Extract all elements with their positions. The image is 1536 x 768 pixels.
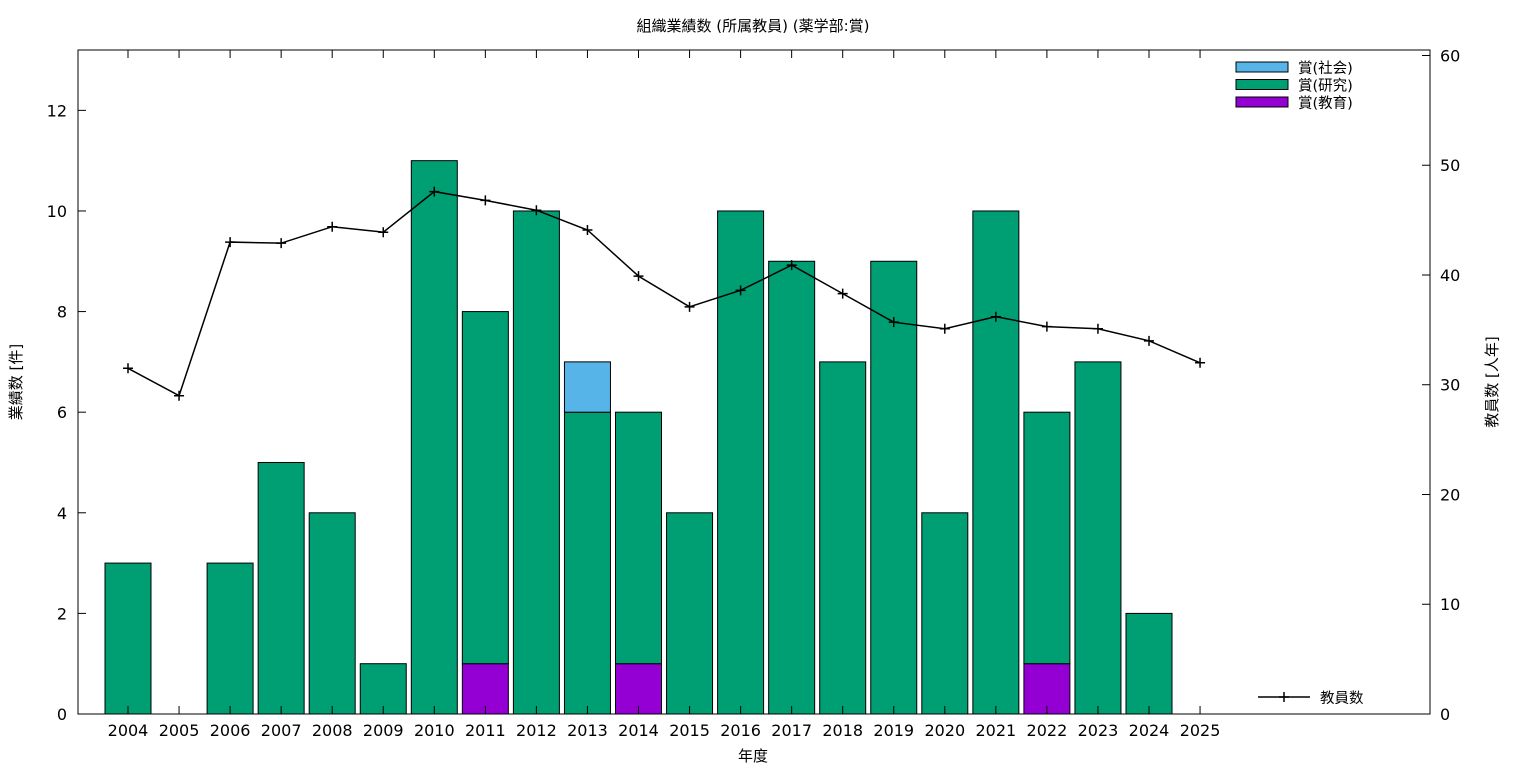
faculty-point-2009 xyxy=(378,227,389,238)
x-tick-label: 2006 xyxy=(210,721,251,740)
legend-label-series1: 賞(研究) xyxy=(1298,78,1353,95)
faculty-point-2011 xyxy=(480,195,491,206)
bar-2004-series1 xyxy=(104,562,152,715)
x-tick-label: 2008 xyxy=(312,721,353,740)
legend-swatch-series2 xyxy=(1235,61,1289,73)
bar-2009-series1 xyxy=(359,663,407,715)
x-axis-label: 年度 xyxy=(738,747,768,765)
axes: 0 2 4 6 8 10 12 0 10 20 30 40 50 60 2004 2005 2006 2007 20… xyxy=(47,46,1461,740)
faculty-point-2005 xyxy=(174,390,185,401)
legend-line-marker xyxy=(1279,692,1289,702)
bar-2013-series2 xyxy=(563,361,611,413)
x-tick-label: 2018 xyxy=(822,721,863,740)
x-tick-label: 2016 xyxy=(720,721,761,740)
x-tick-label: 2005 xyxy=(159,721,200,740)
bar-2021-series1 xyxy=(972,210,1020,715)
faculty-point-2007 xyxy=(276,238,287,249)
faculty-point-2021 xyxy=(990,311,1001,322)
y2-tick-label: 60 xyxy=(1440,46,1460,65)
bar-2008-series1 xyxy=(308,512,356,715)
x-tick-label: 2013 xyxy=(567,721,608,740)
bar-2017-series1 xyxy=(768,260,816,715)
y-tick-label: 8 xyxy=(57,303,67,322)
x-tick-label: 2011 xyxy=(465,721,506,740)
y2-tick-label: 50 xyxy=(1440,156,1460,175)
faculty-point-2013 xyxy=(582,224,593,235)
x-tick-label: 2019 xyxy=(873,721,914,740)
bar-2011-series0 xyxy=(461,663,509,715)
y2-tick-label: 40 xyxy=(1440,266,1460,285)
faculty-point-2012 xyxy=(531,205,542,216)
legend-label-series0: 賞(教育) xyxy=(1298,95,1353,112)
y-axis-label: 業績数 [件] xyxy=(7,344,25,420)
x-tick-label: 2023 xyxy=(1078,721,1119,740)
faculty-point-2019 xyxy=(888,317,899,328)
legend-swatch-series1 xyxy=(1235,79,1289,90)
bar-2007-series1 xyxy=(257,461,305,715)
y2-tick-label: 0 xyxy=(1440,705,1450,724)
plot-frame xyxy=(77,49,1431,715)
x-tick-label: 2007 xyxy=(261,721,302,740)
y-tick-label: 6 xyxy=(57,403,67,422)
x-tick-label: 2024 xyxy=(1129,721,1170,740)
faculty-point-2024 xyxy=(1144,335,1154,346)
y2-tick-label: 30 xyxy=(1440,376,1460,395)
x-tick-label: 2004 xyxy=(108,721,149,740)
y-tick-label: 4 xyxy=(57,504,67,523)
x-tick-label: 2015 xyxy=(669,721,710,740)
faculty-point-2017 xyxy=(786,260,797,271)
y-tick-label: 0 xyxy=(57,705,67,724)
y2-tick-label: 10 xyxy=(1440,595,1460,614)
legend-swatch-series0 xyxy=(1235,96,1289,108)
bar-2019-series1 xyxy=(870,260,918,715)
faculty-point-2025 xyxy=(1195,357,1206,368)
bar-2006-series1 xyxy=(206,562,254,715)
faculty-count-line xyxy=(127,190,1201,397)
bar-2012-series1 xyxy=(512,210,560,715)
bar-2022-series1 xyxy=(1023,411,1071,665)
x-tick-label: 2021 xyxy=(975,721,1016,740)
x-tick-label: 2017 xyxy=(771,721,812,740)
bar-2023-series1 xyxy=(1074,361,1122,715)
legend: 賞(社会)賞(研究)賞(教育) 教員数 xyxy=(1235,60,1364,707)
bar-2018-series1 xyxy=(819,361,867,715)
chart-title: 組織業績数 (所属教員) (薬学部:賞) xyxy=(637,17,870,35)
faculty-point-2023 xyxy=(1092,323,1103,334)
y-tick-label: 12 xyxy=(47,101,67,120)
bars xyxy=(104,160,1173,715)
faculty-point-2022 xyxy=(1041,321,1052,332)
bar-2020-series1 xyxy=(921,512,969,715)
x-tick-label: 2025 xyxy=(1180,721,1221,740)
y-tick-label: 10 xyxy=(47,202,67,221)
faculty-point-2020 xyxy=(939,323,950,334)
faculty-point-2010 xyxy=(429,186,440,197)
faculty-point-2006 xyxy=(225,237,236,248)
y2-axis-label: 教員数 [人年] xyxy=(1483,336,1501,427)
x-tick-label: 2020 xyxy=(924,721,965,740)
bar-2024-series1 xyxy=(1125,612,1173,715)
faculty-point-2004 xyxy=(123,363,133,374)
faculty-point-2014 xyxy=(633,271,644,282)
bar-2013-series1 xyxy=(563,411,611,715)
x-tick-label: 2012 xyxy=(516,721,557,740)
x-tick-label: 2014 xyxy=(618,721,659,740)
faculty-line xyxy=(123,186,1206,401)
x-tick-label: 2022 xyxy=(1027,721,1068,740)
legend-label-series2: 賞(社会) xyxy=(1298,60,1353,77)
y-tick-label: 2 xyxy=(57,604,67,623)
legend-label-line: 教員数 xyxy=(1320,690,1364,707)
bar-2014-series1 xyxy=(615,411,662,665)
bar-2015-series1 xyxy=(666,512,714,715)
y2-tick-label: 20 xyxy=(1440,485,1460,504)
bar-2010-series1 xyxy=(410,160,458,715)
faculty-point-2008 xyxy=(327,221,338,232)
x-tick-label: 2009 xyxy=(363,721,404,740)
faculty-point-2016 xyxy=(735,285,746,296)
faculty-point-2018 xyxy=(837,288,848,299)
faculty-point-2015 xyxy=(684,301,695,312)
bar-2011-series1 xyxy=(461,311,509,665)
x-tick-label: 2010 xyxy=(414,721,455,740)
